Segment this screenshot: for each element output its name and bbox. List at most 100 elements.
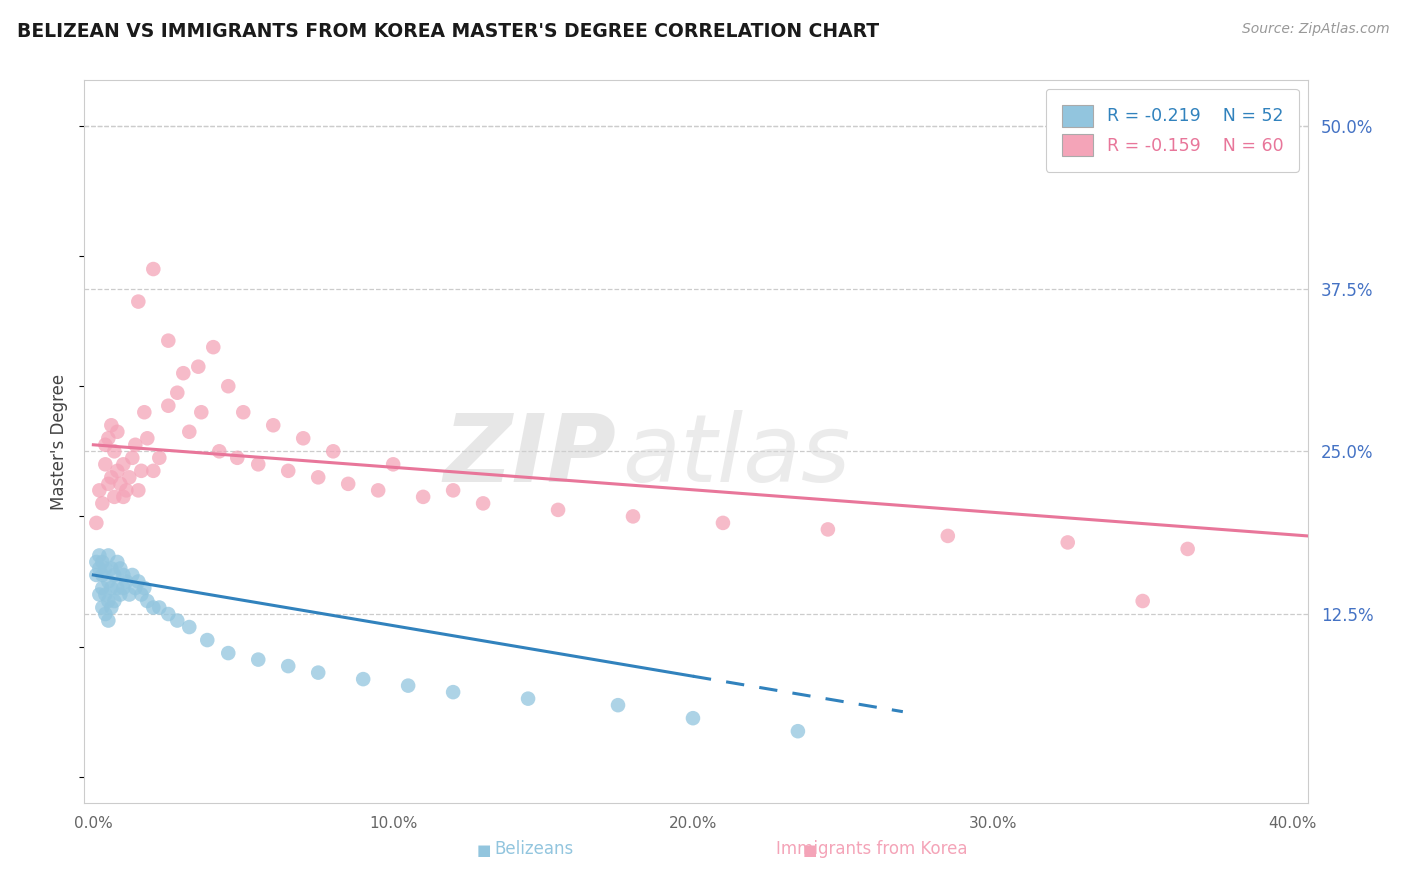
Point <box>115 574 138 589</box>
Point <box>91 581 114 595</box>
Point <box>1132 594 1154 608</box>
Point <box>187 359 209 374</box>
Point <box>682 711 704 725</box>
Point <box>936 529 959 543</box>
Point <box>110 587 132 601</box>
Point <box>136 594 159 608</box>
Point <box>89 561 111 575</box>
Point <box>148 600 170 615</box>
Point <box>94 587 117 601</box>
Point <box>97 476 120 491</box>
Point <box>337 476 360 491</box>
Point <box>367 483 389 498</box>
Point <box>217 646 239 660</box>
Point <box>157 607 180 621</box>
Point <box>94 561 117 575</box>
Point <box>179 620 201 634</box>
Point <box>131 587 153 601</box>
Point <box>607 698 630 713</box>
Point <box>382 458 405 472</box>
Point <box>247 458 270 472</box>
Text: atlas: atlas <box>623 410 851 501</box>
Point <box>100 581 122 595</box>
Text: Belizeans: Belizeans <box>495 840 574 858</box>
Point <box>262 418 284 433</box>
Point <box>118 470 141 484</box>
Point <box>89 587 111 601</box>
Point <box>396 679 419 693</box>
Point <box>91 568 114 582</box>
Point <box>127 483 149 498</box>
Point <box>142 600 165 615</box>
Point <box>103 594 125 608</box>
Point <box>127 294 149 309</box>
Point <box>94 438 117 452</box>
Point <box>277 464 299 478</box>
Point <box>292 431 315 445</box>
Point <box>441 685 464 699</box>
Point <box>517 691 540 706</box>
Point <box>118 587 141 601</box>
Point <box>124 438 146 452</box>
Point <box>157 399 180 413</box>
Point <box>121 450 143 465</box>
Point <box>100 418 122 433</box>
Point <box>352 672 374 686</box>
Point <box>817 523 839 537</box>
Point <box>202 340 225 354</box>
Point <box>105 425 128 439</box>
Point <box>1177 541 1199 556</box>
Point <box>195 633 218 648</box>
Point <box>322 444 344 458</box>
Point <box>97 594 120 608</box>
Point <box>100 561 122 575</box>
Point <box>148 450 170 465</box>
Point <box>121 568 143 582</box>
Legend: R = -0.219    N = 52, R = -0.159    N = 60: R = -0.219 N = 52, R = -0.159 N = 60 <box>1046 89 1299 172</box>
Point <box>112 581 135 595</box>
Point <box>115 483 138 498</box>
Point <box>112 568 135 582</box>
Point <box>103 444 125 458</box>
Point <box>621 509 644 524</box>
Point <box>412 490 434 504</box>
Point <box>277 659 299 673</box>
Point <box>94 607 117 621</box>
Point <box>103 490 125 504</box>
Point <box>247 652 270 666</box>
Point <box>89 549 111 563</box>
Point <box>110 476 132 491</box>
Point <box>89 483 111 498</box>
Point <box>307 470 329 484</box>
Point <box>441 483 464 498</box>
Point <box>86 568 108 582</box>
Point <box>131 464 153 478</box>
Point <box>97 574 120 589</box>
Point <box>172 366 194 380</box>
Point <box>142 464 165 478</box>
Point <box>136 431 159 445</box>
Point <box>124 581 146 595</box>
Point <box>103 568 125 582</box>
Text: Immigrants from Korea: Immigrants from Korea <box>776 840 967 858</box>
Point <box>97 614 120 628</box>
Text: ■: ■ <box>477 843 491 858</box>
Point <box>100 470 122 484</box>
Point <box>472 496 495 510</box>
Point <box>100 600 122 615</box>
Point <box>711 516 734 530</box>
Point <box>110 561 132 575</box>
Text: Source: ZipAtlas.com: Source: ZipAtlas.com <box>1241 22 1389 37</box>
Point <box>217 379 239 393</box>
Point <box>127 574 149 589</box>
Point <box>86 516 108 530</box>
Point <box>105 581 128 595</box>
Point <box>91 600 114 615</box>
Point <box>226 450 249 465</box>
Point <box>105 555 128 569</box>
Point <box>142 262 165 277</box>
Point <box>787 724 810 739</box>
Text: ■: ■ <box>803 843 817 858</box>
Point <box>166 614 188 628</box>
Point <box>112 490 135 504</box>
